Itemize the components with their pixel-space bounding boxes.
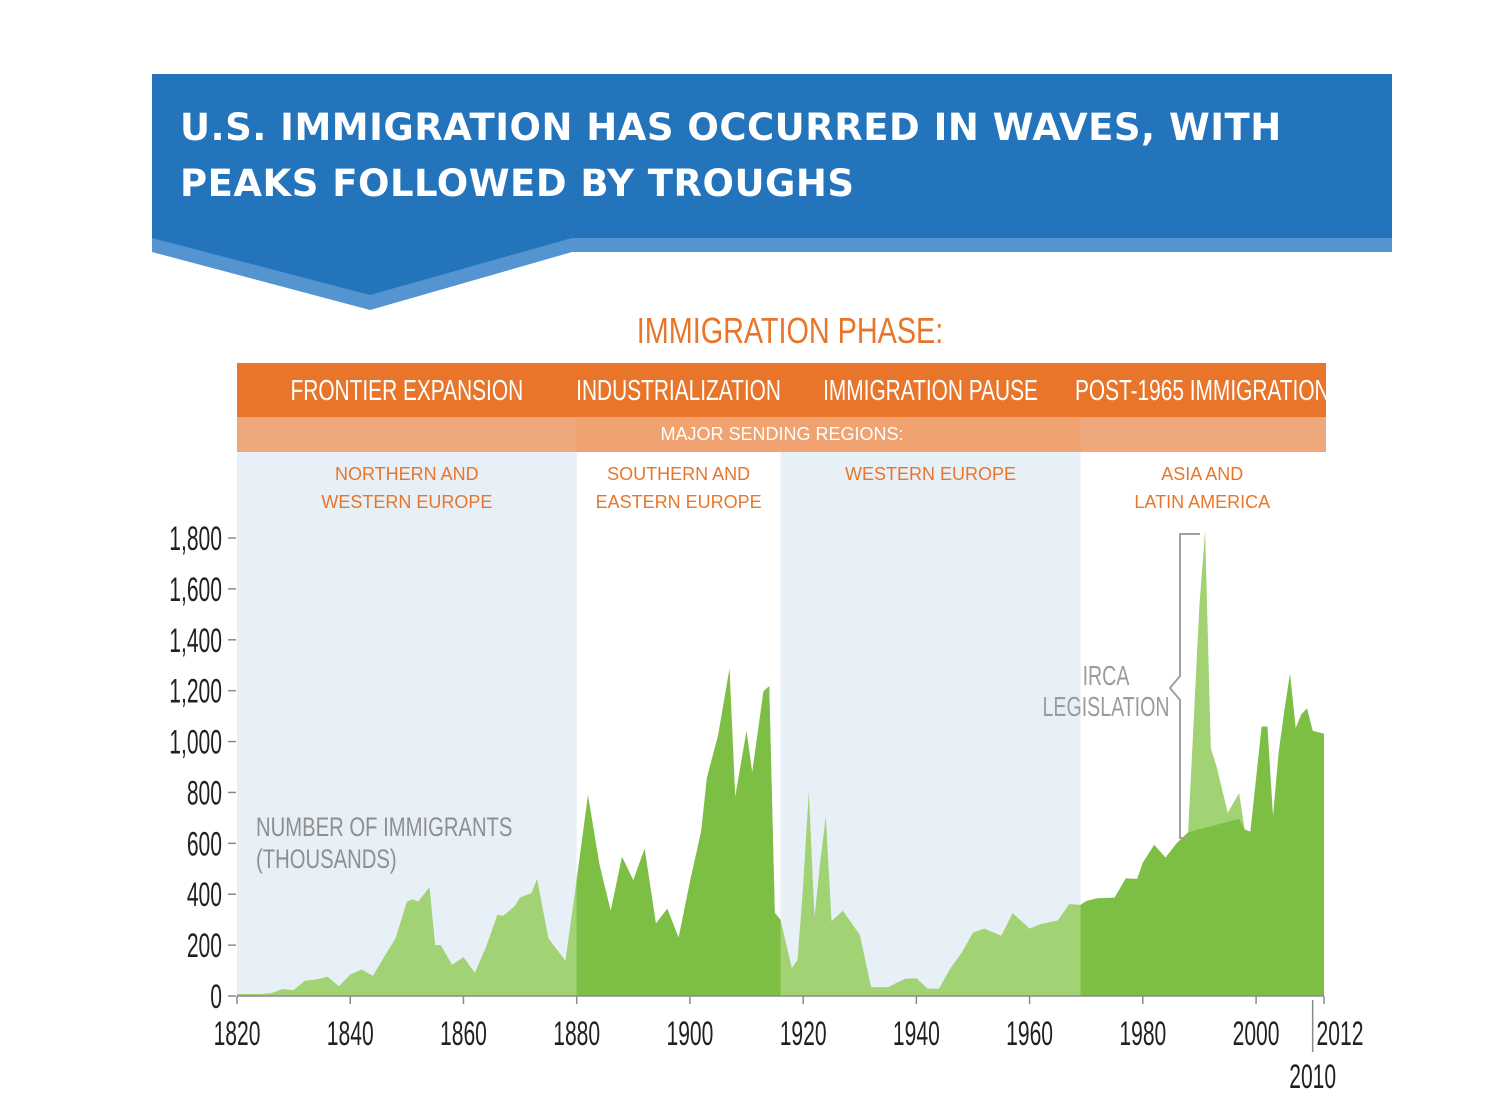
- immigrants-area-post-1965: [1080, 673, 1324, 996]
- x-tick-label-1900: 1900: [666, 1014, 713, 1052]
- phase-label-industrialization: INDUSTRIALIZATION: [576, 375, 781, 407]
- phase-header: IMMIGRATION PHASE: MAJOR SENDING REGIONS:…: [237, 310, 1330, 512]
- region-label-post-1965-immigration-1: LATIN AMERICA: [1134, 492, 1270, 512]
- x-tick-label-2000: 2000: [1233, 1014, 1280, 1052]
- banner-background: [152, 74, 1392, 295]
- phase-bar: [237, 363, 1326, 417]
- y-tick-label-1200: 1,200: [169, 671, 222, 709]
- chart-labels: NUMBER OF IMMIGRANTS(THOUSANDS) IRCALEGIS…: [256, 533, 1200, 875]
- y-tick-label-400: 400: [187, 875, 222, 913]
- region-label-post-1965-immigration-0: ASIA AND: [1161, 464, 1243, 484]
- region-label-frontier-expansion-1: WESTERN EUROPE: [321, 492, 492, 512]
- x-tick-label-1940: 1940: [893, 1014, 940, 1052]
- phase-bands: [237, 452, 1081, 996]
- regions-heading: MAJOR SENDING REGIONS:: [660, 424, 903, 444]
- region-label-frontier-expansion-0: NORTHERN AND: [335, 464, 479, 484]
- y-tick-label-0: 0: [210, 977, 222, 1015]
- phase-label-post-1965-immigration: POST-1965 IMMIGRATION: [1075, 375, 1330, 407]
- region-label-industrialization-0: SOUTHERN AND: [607, 464, 750, 484]
- phase-label-immigration-pause: IMMIGRATION PAUSE: [823, 375, 1038, 407]
- irca-label-line-0: IRCA: [1083, 661, 1131, 692]
- y-axis-label-line-0: NUMBER OF IMMIGRANTS: [256, 812, 512, 843]
- x-tick-label-1840: 1840: [327, 1014, 374, 1052]
- x-tick-label-2010: 2010: [1289, 1057, 1336, 1095]
- x-tick-label-1920: 1920: [780, 1014, 827, 1052]
- irca-bracket: [1168, 533, 1200, 839]
- y-tick-label-1000: 1,000: [169, 722, 222, 760]
- region-label-industrialization-1: EASTERN EUROPE: [596, 492, 762, 512]
- x-tick-label-2012: 2012: [1317, 1014, 1364, 1052]
- immigrants-area-industrialization: [576, 669, 781, 996]
- y-tick-label-1800: 1,800: [169, 519, 222, 557]
- axes: 0 200 400 600 800 1,000 1,200 1,400 1,600 1,800 18…: [169, 519, 1363, 1095]
- y-axis-label-line-1: (THOUSANDS): [256, 844, 397, 875]
- x-tick-label-1980: 1980: [1119, 1014, 1166, 1052]
- x-tick-label-1820: 1820: [214, 1014, 261, 1052]
- y-tick-label-200: 200: [187, 926, 222, 964]
- phase-label-frontier-expansion: FRONTIER EXPANSION: [291, 375, 524, 407]
- phase-heading: IMMIGRATION PHASE:: [637, 310, 943, 351]
- y-tick-label-1600: 1,600: [169, 570, 222, 608]
- x-tick-label-1960: 1960: [1006, 1014, 1053, 1052]
- chart-title: U.S. IMMIGRATION HAS OCCURRED IN WAVES, …: [180, 106, 1282, 205]
- regions-bar-mid: [576, 417, 1081, 452]
- y-tick-label-1400: 1,400: [169, 621, 222, 659]
- region-label-immigration-pause-0: WESTERN EUROPE: [845, 464, 1016, 484]
- y-tick-label-800: 800: [187, 773, 222, 811]
- irca-label-line-1: LEGISLATION: [1042, 692, 1169, 723]
- x-tick-label-1880: 1880: [553, 1014, 600, 1052]
- immigration-areas: [237, 531, 1324, 996]
- x-tick-label-1860: 1860: [440, 1014, 487, 1052]
- title-banner: [152, 74, 1392, 310]
- y-tick-label-600: 600: [187, 824, 222, 862]
